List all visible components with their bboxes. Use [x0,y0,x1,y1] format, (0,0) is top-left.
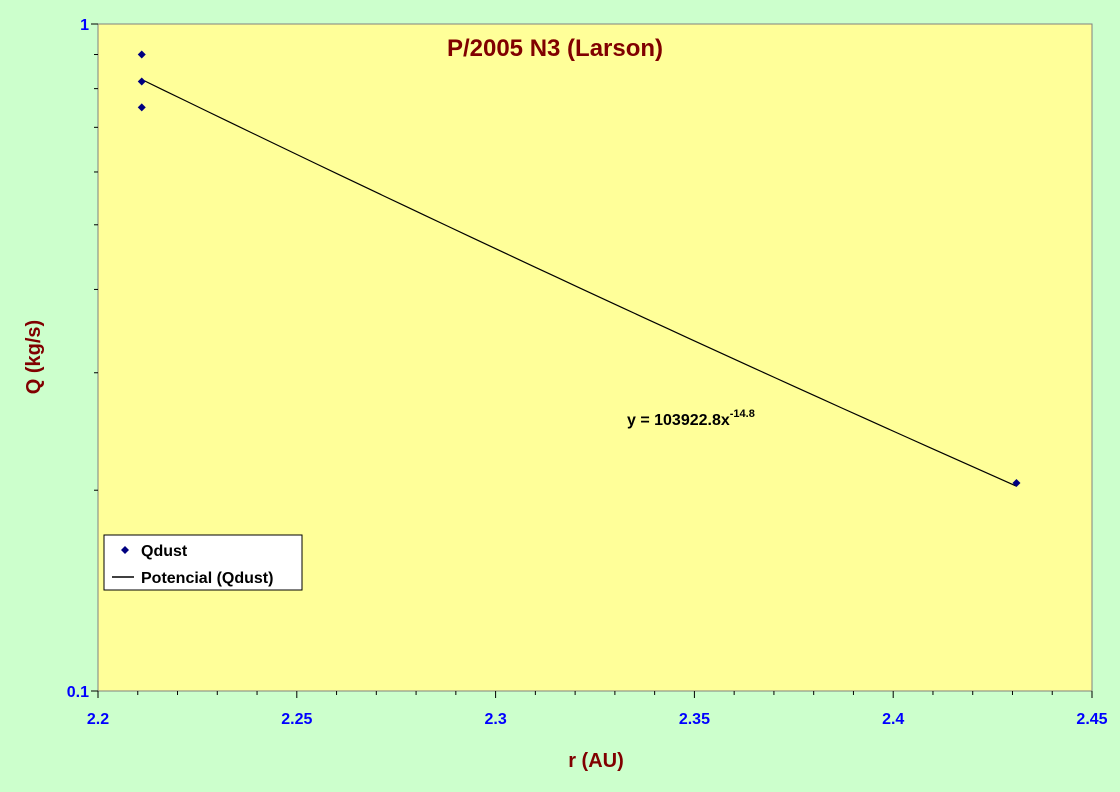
x-tick-label: 2.25 [281,711,312,728]
x-tick-label: 2.45 [1076,711,1107,728]
legend-label-qdust: Qdust [141,543,188,560]
axis-ticks [91,23,1093,698]
equation-base: y = 103922.8x [627,412,730,429]
plot-area [97,23,1093,692]
tick-labels: 2.2 2.25 2.3 2.35 2.4 2.45 0.1 1 [67,17,1108,728]
legend-label-trendline: Potencial (Qdust) [141,570,273,587]
y-axis-title: Q (kg/s) [23,320,45,394]
equation-exponent: -14.8 [730,408,755,420]
data-points [137,50,1021,488]
trendline-equation: y = 103922.8x-14.8 [627,408,755,429]
legend: Qdust Potencial (Qdust) [103,534,303,591]
chart-title: P/2005 N3 (Larson) [447,35,663,62]
data-point-qdust [137,77,146,86]
legend-diamond-icon [121,546,129,554]
data-point-qdust [137,50,146,59]
x-tick-label: 2.35 [679,711,710,728]
x-axis-title: r (AU) [568,750,624,772]
x-tick-label: 2.2 [87,711,109,728]
legend-box [103,534,303,591]
data-point-qdust [1012,479,1021,488]
y-tick-label: 0.1 [67,684,89,701]
data-point-qdust [137,103,146,112]
x-tick-label: 2.3 [484,711,506,728]
x-tick-label: 2.4 [882,711,904,728]
y-tick-label: 1 [80,17,89,34]
trendline [141,78,1017,487]
